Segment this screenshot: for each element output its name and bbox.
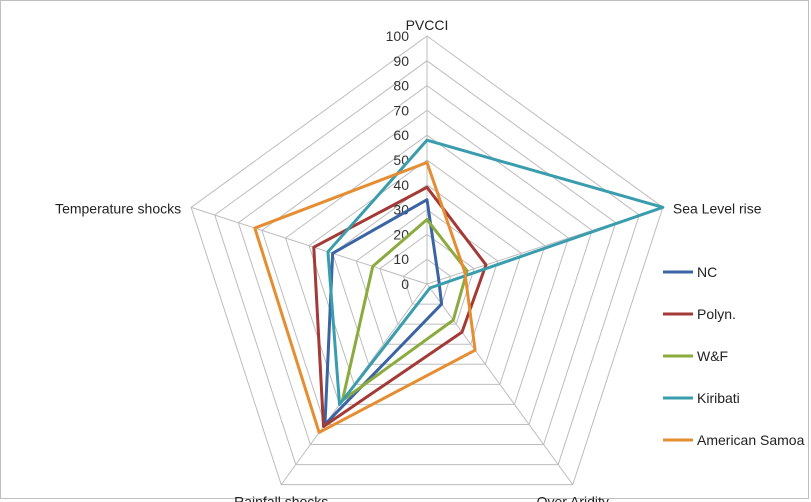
axis-label: PVCCI [406, 17, 449, 33]
grid-ring-50 [308, 159, 546, 385]
axis-label: Sea Level rise [673, 200, 762, 216]
radar-grid [190, 35, 664, 486]
tick-label: 90 [393, 53, 409, 69]
series-line-kiribati [326, 138, 665, 406]
grid-ring-40 [332, 184, 522, 365]
tick-label: 70 [393, 102, 409, 118]
grid-ring-70 [261, 109, 593, 425]
spoke-4 [190, 206, 428, 285]
series-line-nc [323, 198, 444, 426]
legend-label: NC [697, 264, 717, 280]
series-lines [253, 138, 665, 434]
legend-label: American Samoa [697, 432, 805, 448]
tick-label: 10 [393, 251, 409, 267]
grid-ring-60 [284, 134, 570, 405]
series-line-american-samoa [253, 160, 477, 434]
legend: NC Polyn. W&F Kiribati American Samoa [663, 264, 805, 448]
series-line-w-f [340, 218, 469, 402]
axis-label: Over Aridity [537, 494, 609, 502]
series-line-polyn- [312, 185, 488, 428]
axis-label: Rainfall shocks [234, 494, 328, 502]
legend-label: W&F [697, 348, 728, 364]
tick-label: 100 [386, 28, 410, 44]
tick-label: 0 [401, 276, 409, 292]
grid-ring-100 [190, 35, 664, 486]
grid-ring-20 [379, 233, 475, 325]
legend-label: Kiribati [697, 390, 740, 406]
tick-label: 40 [393, 177, 409, 193]
grid-ring-80 [237, 84, 617, 446]
tick-label: 50 [393, 152, 409, 168]
legend-label: Polyn. [697, 306, 736, 322]
grid-ring-10 [402, 258, 452, 305]
axis-labels: PVCCI Sea Level rise Over Aridity Rainfall … [55, 17, 762, 502]
spoke-2 [426, 283, 574, 485]
axis-label: Temperature shocks [55, 200, 181, 216]
tick-label: 80 [393, 78, 409, 94]
tick-label: 60 [393, 127, 409, 143]
grid-ring-30 [355, 208, 499, 345]
